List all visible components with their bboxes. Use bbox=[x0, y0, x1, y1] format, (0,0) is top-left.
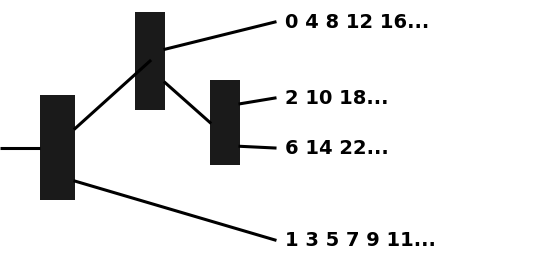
Text: 6 14 22...: 6 14 22... bbox=[285, 139, 389, 157]
Bar bbox=[210, 80, 240, 165]
Text: 1 3 5 7 9 11...: 1 3 5 7 9 11... bbox=[285, 230, 436, 250]
Bar bbox=[135, 12, 165, 110]
Text: 2 10 18...: 2 10 18... bbox=[285, 88, 388, 108]
Text: 0 4 8 12 16...: 0 4 8 12 16... bbox=[285, 13, 429, 32]
Bar bbox=[40, 95, 75, 200]
